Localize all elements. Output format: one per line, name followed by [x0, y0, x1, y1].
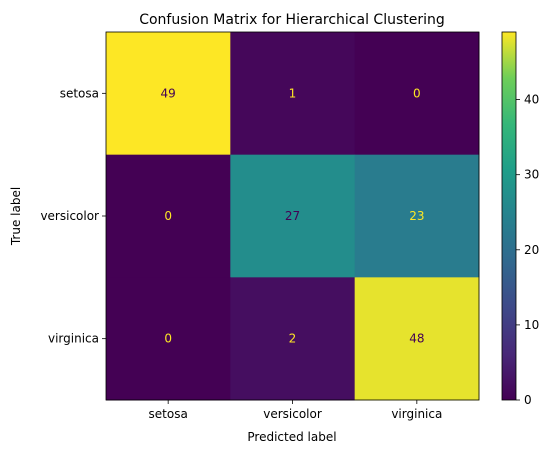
y-tick-label: virginica [48, 332, 99, 346]
heatmap-cell [230, 277, 356, 401]
x-tick-label: versicolor [263, 407, 322, 421]
y-tick-label: versicolor [40, 209, 99, 223]
x-tick-label: setosa [149, 407, 188, 421]
heatmap-cell [106, 277, 231, 401]
x-axis-label: Predicted label [247, 430, 336, 444]
y-tick-label: setosa [60, 86, 99, 100]
cell-value-label: 2 [289, 332, 297, 346]
heatmap-cell [106, 154, 231, 278]
heatmap-cells: 49 1 0 0 27 23 0 2 48 [106, 32, 480, 401]
cell-value-label: 0 [164, 209, 172, 223]
heatmap-cell [354, 277, 480, 401]
heatmap-cell [354, 154, 480, 278]
heatmap-cell [106, 32, 231, 156]
heatmap-cell [230, 32, 356, 156]
cell-value-label: 0 [413, 86, 421, 100]
colorbar [501, 31, 517, 401]
x-axis-ticks: setosa versicolor virginica [149, 400, 442, 421]
heatmap-cell [354, 32, 480, 156]
x-tick-label: virginica [391, 407, 442, 421]
y-axis-label: True label [9, 187, 23, 246]
colorbar-tick-label: 10 [524, 318, 539, 332]
cell-value-label: 0 [164, 332, 172, 346]
cell-value-label: 23 [409, 209, 424, 223]
colorbar-ticks: 0 10 20 30 40 [516, 93, 539, 407]
colorbar-tick-label: 20 [524, 243, 539, 257]
y-axis-ticks: setosa versicolor virginica [40, 86, 106, 346]
cell-value-label: 27 [285, 209, 300, 223]
colorbar-tick-label: 30 [524, 168, 539, 182]
colorbar-tick-label: 40 [524, 93, 539, 107]
chart-title: Confusion Matrix for Hierarchical Cluste… [139, 12, 445, 28]
colorbar-tick-label: 0 [524, 393, 532, 407]
cell-value-label: 1 [289, 86, 297, 100]
cell-value-label: 49 [161, 86, 176, 100]
heatmap-cell [230, 154, 356, 278]
cell-value-label: 48 [409, 332, 424, 346]
